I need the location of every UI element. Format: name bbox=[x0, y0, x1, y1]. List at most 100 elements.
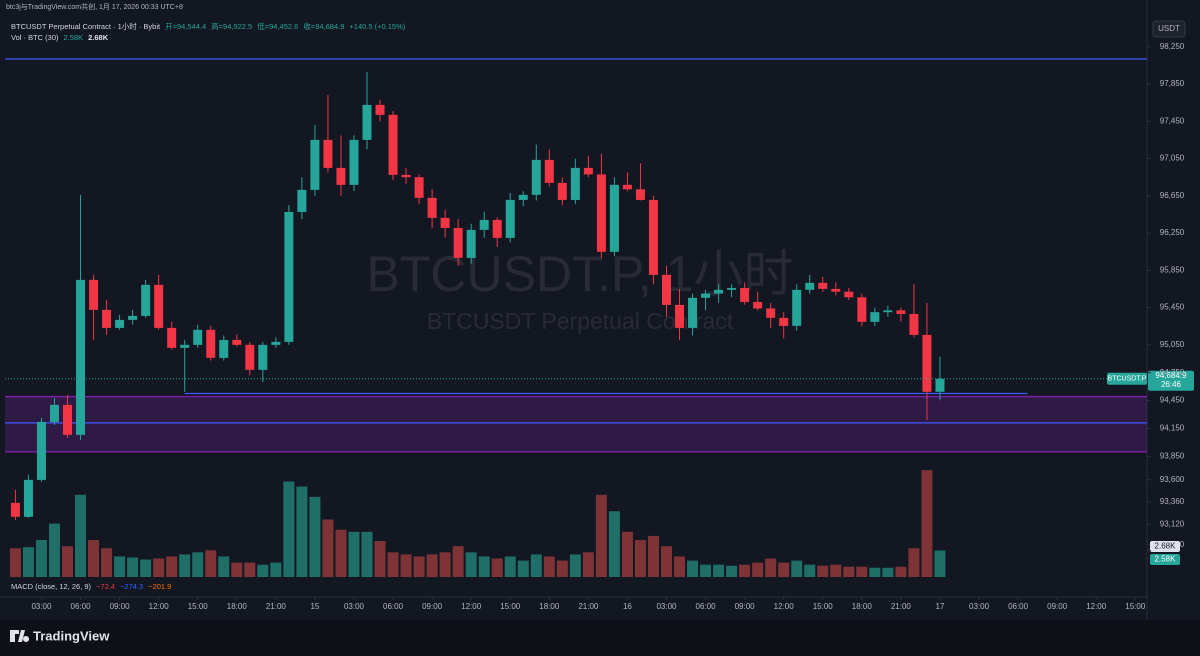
volume-bar bbox=[153, 558, 165, 577]
candle-body bbox=[544, 159, 554, 183]
candle-body bbox=[63, 404, 73, 435]
volume-bar bbox=[530, 554, 542, 577]
macd-value: −274.3 bbox=[120, 582, 143, 591]
candle-body bbox=[297, 189, 307, 212]
volume-bar bbox=[856, 566, 868, 577]
candle-body bbox=[193, 329, 203, 345]
last-price: 94,684.9 bbox=[1155, 371, 1187, 380]
x-tick-label: 21:00 bbox=[266, 602, 287, 611]
volume-legend-value: 2.58K bbox=[64, 33, 84, 42]
x-tick-label: 06:00 bbox=[1008, 602, 1029, 611]
candle-body bbox=[518, 194, 528, 200]
candle-body bbox=[375, 104, 385, 115]
y-tick-label: 95,850 bbox=[1160, 265, 1185, 274]
candle-body bbox=[648, 199, 658, 275]
ohlc-value: 收=94,684.9 bbox=[303, 21, 344, 31]
volume-bar bbox=[752, 562, 764, 577]
volume-bar bbox=[322, 519, 334, 577]
volume-label-box bbox=[1150, 553, 1180, 565]
volume-bar bbox=[361, 531, 373, 577]
volume-bar bbox=[647, 535, 659, 577]
x-tick-label: 03:00 bbox=[656, 602, 677, 611]
ohlc-value: +140.5 (+0.15%) bbox=[349, 22, 405, 31]
volume-bar bbox=[452, 546, 464, 577]
candle-body bbox=[688, 297, 698, 328]
watermark-sub: BTCUSDT Perpetual Contract bbox=[427, 308, 734, 334]
volume-bar bbox=[491, 558, 503, 577]
watermark: BTCUSDT.P, 1小时 bbox=[367, 246, 794, 302]
y-tick-label: 94,450 bbox=[1160, 396, 1185, 405]
volume-bar bbox=[62, 546, 74, 577]
x-tick-label: 15:00 bbox=[813, 602, 834, 611]
logo-icon bbox=[10, 630, 30, 642]
candle-body bbox=[896, 310, 906, 315]
candle-body bbox=[245, 344, 255, 370]
volume-bar bbox=[517, 560, 529, 577]
volume-bar bbox=[335, 529, 347, 577]
ohlc-value: 高=94,922.5 bbox=[211, 21, 252, 31]
x-tick-label: 03:00 bbox=[31, 602, 52, 611]
x-tick-label: 09:00 bbox=[422, 602, 443, 611]
volume-bar bbox=[465, 552, 477, 577]
x-tick-label: 18:00 bbox=[227, 602, 248, 611]
macd-value: −201.9 bbox=[148, 582, 171, 591]
x-tick-label: 06:00 bbox=[71, 602, 92, 611]
volume-bar bbox=[569, 554, 581, 577]
volume-bar bbox=[75, 494, 87, 577]
candle-body bbox=[792, 289, 802, 326]
candle-body bbox=[740, 287, 750, 302]
candle-body bbox=[753, 301, 763, 309]
volume-bar bbox=[595, 494, 607, 577]
volume-bar bbox=[621, 531, 633, 577]
volume-bar bbox=[817, 565, 829, 577]
volume-bar bbox=[309, 496, 321, 577]
y-tick-label: 97,450 bbox=[1160, 116, 1185, 125]
last-price-box bbox=[1148, 370, 1194, 391]
candle-body bbox=[635, 189, 645, 200]
volume-bar bbox=[830, 564, 842, 577]
volume-bar bbox=[244, 562, 256, 577]
y-tick-label: 93,120 bbox=[1160, 520, 1185, 529]
volume-bar bbox=[374, 541, 386, 577]
candle-body bbox=[440, 217, 450, 228]
x-tick-label: 03:00 bbox=[969, 602, 990, 611]
candle-body bbox=[414, 177, 424, 198]
y-tick-label: 97,850 bbox=[1160, 79, 1185, 88]
candle-body bbox=[622, 184, 632, 190]
candle-body bbox=[818, 282, 828, 289]
macd-value: −72.4 bbox=[96, 582, 115, 591]
x-tick-label: 15:00 bbox=[188, 602, 209, 611]
currency[interactable]: USDT bbox=[1158, 24, 1180, 33]
x-tick-label: 21:00 bbox=[578, 602, 599, 611]
x-tick-label: 09:00 bbox=[735, 602, 756, 611]
candle-body bbox=[154, 284, 164, 328]
candle-body bbox=[779, 317, 789, 326]
volume-bar bbox=[778, 562, 790, 577]
candle-body bbox=[23, 479, 33, 517]
candle-body bbox=[427, 197, 437, 218]
y-tick-label: 94,750 bbox=[1160, 368, 1185, 377]
footer-bar bbox=[0, 620, 1200, 656]
candle-body bbox=[271, 341, 281, 345]
volume-bar bbox=[257, 564, 269, 577]
countdown: 26:46 bbox=[1161, 380, 1182, 389]
ohlc-value: 低=94,452.6 bbox=[257, 21, 298, 31]
x-tick-label: 18:00 bbox=[852, 602, 873, 611]
candle-body bbox=[883, 310, 893, 313]
volume-bar bbox=[608, 511, 620, 577]
x-tick-label: 12:00 bbox=[1086, 602, 1107, 611]
currency-button[interactable] bbox=[1152, 20, 1186, 38]
y-tick-label: 93,850 bbox=[1160, 452, 1185, 461]
volume-bar bbox=[908, 548, 920, 577]
candle-body bbox=[336, 167, 346, 185]
candle-body bbox=[10, 502, 20, 517]
candle-body bbox=[310, 139, 320, 190]
volume-bar bbox=[895, 566, 907, 577]
y-tick-label: 93,360 bbox=[1160, 497, 1185, 506]
candle-body bbox=[675, 304, 685, 328]
candle-body bbox=[714, 289, 724, 294]
volume-bar bbox=[439, 552, 451, 577]
volume-bar bbox=[231, 562, 243, 577]
candle-body bbox=[141, 284, 151, 316]
candle-body bbox=[492, 219, 502, 238]
